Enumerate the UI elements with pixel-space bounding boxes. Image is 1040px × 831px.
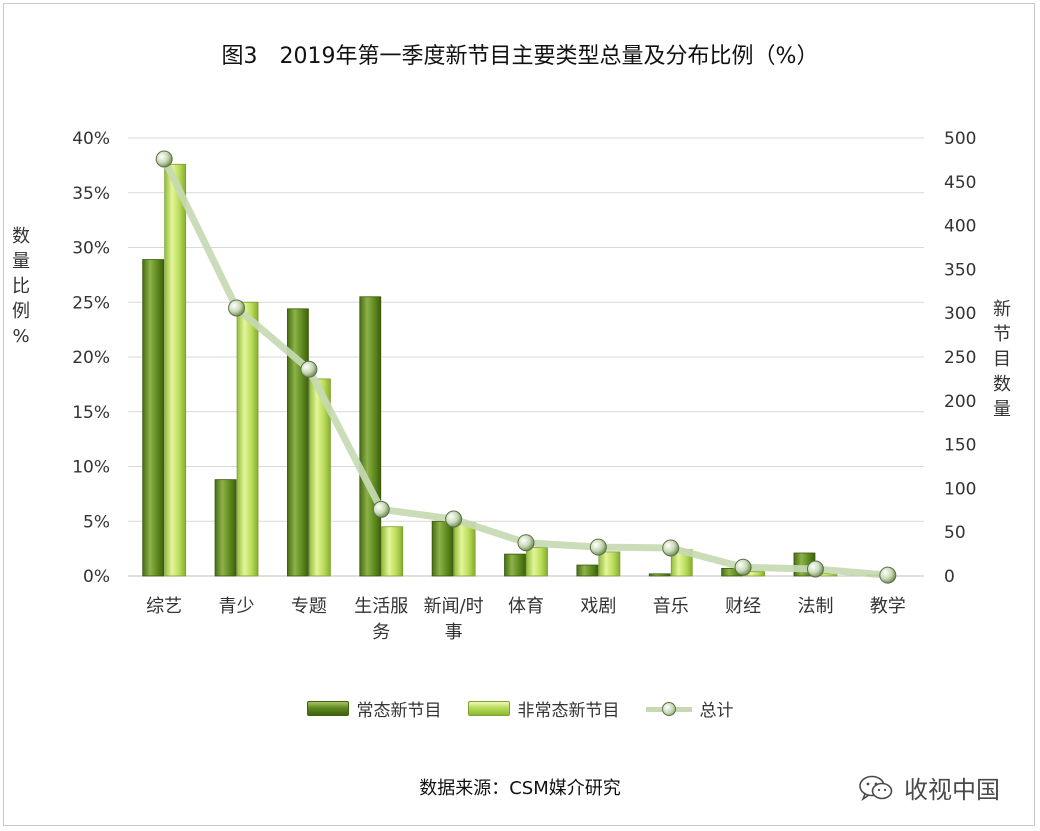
axis-label-char: 新: [993, 299, 1011, 320]
y-tick-right: 350: [944, 260, 976, 280]
x-tick-label: 音乐: [653, 596, 689, 617]
watermark: 收视中国: [858, 770, 1000, 805]
axis-label-char: 比: [12, 276, 30, 297]
y-tick-right: 200: [944, 392, 976, 412]
chart-frame: [3, 3, 1035, 826]
bar-regular: [504, 553, 526, 577]
bar-regular: [142, 259, 165, 577]
bar-nonregular: [381, 526, 404, 577]
axis-label-char: 例: [12, 301, 30, 322]
y-tick-left: 5%: [83, 512, 110, 532]
axis-label-char: 节: [993, 324, 1011, 345]
axis-label-char: 数: [993, 374, 1011, 395]
y-tick-left: 35%: [72, 184, 110, 204]
bar-nonregular: [309, 378, 331, 577]
total-marker: [662, 539, 680, 557]
y-tick-right: 150: [944, 436, 976, 456]
chart-title: 图3 2019年第一季度新节目主要类型总量及分布比例（%）: [221, 44, 819, 69]
legend-item-total[interactable]: 总计: [645, 696, 734, 721]
x-tick-label: 教学: [870, 596, 906, 617]
total-marker: [300, 360, 318, 378]
y-tick-right: 0: [944, 567, 955, 587]
x-tick-label: 专题: [291, 596, 327, 617]
x-tick-label: 事: [445, 622, 463, 643]
total-marker: [734, 558, 752, 576]
bar-regular: [648, 573, 671, 577]
x-tick-label: 财经: [725, 596, 761, 617]
legend-label-regular: 常态新节目: [356, 701, 442, 721]
total-marker: [806, 560, 824, 578]
y-tick-right: 250: [944, 348, 976, 368]
x-tick-label: 法制: [797, 596, 833, 617]
y-tick-left: 30%: [72, 239, 110, 259]
y-tick-right: 500: [944, 129, 976, 149]
total-marker: [445, 510, 463, 528]
bar-regular: [287, 308, 309, 577]
total-marker: [879, 566, 897, 584]
legend-swatch-regular: [306, 701, 349, 716]
legend-label-nonregular: 非常态新节目: [517, 701, 620, 721]
total-marker: [155, 150, 173, 168]
x-tick-label: 生活服: [354, 596, 408, 617]
y-tick-left: 0%: [83, 567, 110, 587]
bar-nonregular: [164, 163, 187, 577]
y-tick-right: 50: [944, 523, 966, 543]
x-tick-label: 新闻/时: [424, 596, 484, 617]
x-tick-label: 戏剧: [580, 596, 616, 617]
legend: 常态新节目 非常态新节目 总计: [0, 696, 1040, 721]
x-tick-label: 体育: [508, 596, 544, 617]
y-tick-left: 40%: [72, 129, 110, 149]
y-tick-right: 100: [944, 479, 976, 499]
legend-label-total: 总计: [699, 701, 734, 721]
watermark-text: 收视中国: [904, 776, 1000, 804]
bar-regular: [359, 296, 382, 577]
bar-nonregular: [236, 301, 259, 577]
y-tick-left: 25%: [72, 293, 110, 313]
bar-nonregular: [453, 521, 476, 577]
x-tick-label: 综艺: [146, 596, 182, 617]
bar-regular: [431, 520, 454, 577]
bar-regular: [576, 564, 599, 577]
axis-label-char: 量: [993, 399, 1011, 420]
source-note: 数据来源：CSM媒介研究: [419, 778, 621, 799]
total-line: [161, 157, 889, 579]
legend-item-regular[interactable]: 常态新节目: [306, 696, 442, 721]
bar-regular: [214, 479, 237, 577]
y-tick-right: 400: [944, 217, 976, 237]
axis-label-char: 数: [12, 226, 30, 247]
y-tick-right: 450: [944, 173, 976, 193]
y-tick-left: 10%: [72, 458, 110, 478]
legend-item-nonregular[interactable]: 非常态新节目: [467, 696, 620, 721]
legend-swatch-nonregular: [467, 701, 510, 716]
legend-swatch-total: [645, 701, 692, 717]
bar-nonregular: [598, 551, 621, 577]
axis-label-char: 目: [993, 349, 1011, 370]
axis-label-char: 量: [12, 251, 30, 272]
wechat-icon: [859, 775, 893, 801]
y-tick-left: 15%: [72, 403, 110, 423]
x-tick-label: 务: [372, 622, 390, 643]
total-marker: [228, 299, 246, 317]
total-marker: [372, 500, 390, 518]
total-marker: [589, 538, 607, 556]
y-tick-left: 20%: [72, 348, 110, 368]
bar-nonregular: [526, 547, 548, 577]
y-tick-right: 300: [944, 304, 976, 324]
x-tick-label: 青少: [219, 596, 255, 617]
axis-label-char: %: [12, 326, 30, 347]
total-marker: [517, 534, 535, 552]
